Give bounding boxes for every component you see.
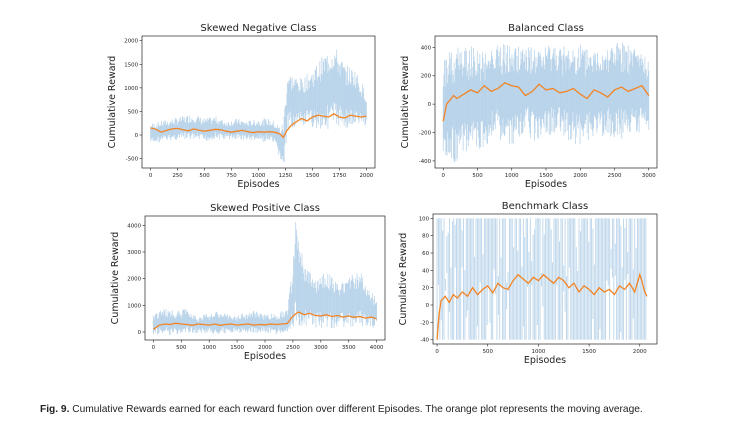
x-tick-label: 2000 bbox=[573, 173, 587, 179]
x-tick-label: 1500 bbox=[306, 173, 320, 179]
x-tick-label: 1000 bbox=[252, 173, 266, 179]
x-tick-label: 1500 bbox=[582, 349, 596, 355]
x-tick-label: 0 bbox=[152, 345, 156, 351]
chart-title: Balanced Class bbox=[508, 23, 584, 34]
x-tick-label: 1750 bbox=[333, 173, 347, 179]
y-tick-label: 20 bbox=[422, 286, 429, 292]
figure: 0 250 500 750 1000 1250 1500 1750 2000-500050010… bbox=[107, 23, 658, 366]
y-tick-label: 400 bbox=[421, 45, 432, 51]
x-tick-label: 2000 bbox=[633, 349, 647, 355]
moving-average-line bbox=[436, 272, 648, 340]
x-tick-label: 2500 bbox=[608, 173, 622, 179]
y-tick-label: 80 bbox=[422, 234, 429, 240]
y-axis-label: Cumulative Reward bbox=[110, 232, 121, 325]
y-tick-label: 2000 bbox=[127, 277, 141, 283]
y-tick-label: 0 bbox=[135, 133, 139, 139]
y-tick-label: 2000 bbox=[124, 39, 138, 45]
y-tick-label: -40 bbox=[420, 338, 429, 344]
y-tick-label: 60 bbox=[422, 251, 429, 257]
x-tick-label: 3000 bbox=[642, 173, 656, 179]
y-tick-label: 0 bbox=[426, 303, 430, 309]
y-tick-label: -20 bbox=[420, 320, 429, 326]
x-tick-label: 3000 bbox=[314, 345, 328, 351]
x-axis-label: Episodes bbox=[237, 179, 279, 190]
x-tick-label: 500 bbox=[483, 349, 494, 355]
chart-4: 0 500 1000 1500 2000 -40 -20 0 20 40 60 80 100 Benchm… bbox=[398, 201, 658, 366]
figure-caption: Fig. 9. Cumulative Rewards earned for ea… bbox=[40, 404, 740, 415]
y-tick-label: 200 bbox=[421, 74, 432, 80]
caption-text: Cumulative Rewards earned for each rewar… bbox=[72, 404, 643, 415]
raw-reward-series bbox=[150, 49, 367, 162]
x-tick-label: 0 bbox=[149, 173, 153, 179]
y-axis-label: Cumulative Reward bbox=[400, 56, 411, 149]
raw-reward-series bbox=[442, 42, 650, 163]
y-tick-label: 0 bbox=[138, 330, 142, 336]
y-tick-label: 0 bbox=[428, 102, 432, 108]
x-axis-label: Episodes bbox=[525, 179, 567, 190]
x-axis-label: Episodes bbox=[244, 351, 286, 362]
y-tick-label: 1000 bbox=[127, 303, 141, 309]
caption-label: Fig. 9. bbox=[40, 404, 70, 415]
y-tick-label: 100 bbox=[419, 216, 430, 222]
y-tick-label: -400 bbox=[419, 159, 432, 165]
y-tick-label: 500 bbox=[128, 109, 139, 115]
raw-reward-series bbox=[152, 221, 378, 336]
x-tick-label: 1000 bbox=[505, 173, 519, 179]
y-tick-label: 1500 bbox=[124, 62, 138, 68]
x-tick-label: 500 bbox=[199, 173, 210, 179]
y-tick-label: -200 bbox=[419, 131, 432, 137]
moving-average-line bbox=[150, 113, 367, 139]
chart-title: Skewed Negative Class bbox=[200, 23, 316, 34]
x-tick-label: 0 bbox=[435, 349, 439, 355]
x-tick-label: 4000 bbox=[370, 345, 384, 351]
x-tick-label: 1000 bbox=[202, 345, 216, 351]
y-axis-label: Cumulative Reward bbox=[107, 56, 118, 149]
y-tick-label: -500 bbox=[126, 157, 139, 163]
x-tick-label: 250 bbox=[172, 173, 183, 179]
x-tick-label: 1500 bbox=[539, 173, 553, 179]
x-axis-label: Episodes bbox=[524, 355, 566, 366]
x-tick-label: 2000 bbox=[258, 345, 272, 351]
x-tick-label: 2000 bbox=[360, 173, 374, 179]
y-tick-label: 4000 bbox=[127, 223, 141, 229]
y-tick-label: 1000 bbox=[124, 86, 138, 92]
x-tick-label: 1250 bbox=[279, 173, 293, 179]
x-tick-label: 0 bbox=[442, 173, 446, 179]
raw-reward-series bbox=[436, 218, 647, 340]
chart-1: 0 250 500 750 1000 1250 1500 1750 2000 -500 0 500 10… bbox=[107, 23, 376, 190]
y-tick-label: 3000 bbox=[127, 250, 141, 256]
x-tick-label: 2500 bbox=[286, 345, 300, 351]
chart-2: 0 500 1000 1500 2000 2500 3000 -400 -200 0 200 400 B… bbox=[400, 23, 658, 190]
moving-average-line bbox=[153, 311, 377, 330]
x-tick-label: 1500 bbox=[230, 345, 244, 351]
chart-3: 0 500 1000 1500 2000 2500 3000 3500 4000 0 1000 200… bbox=[110, 203, 386, 362]
chart-title: Skewed Positive Class bbox=[210, 203, 320, 214]
x-tick-label: 1000 bbox=[532, 349, 546, 355]
x-tick-label: 3500 bbox=[342, 345, 356, 351]
y-tick-label: 40 bbox=[422, 268, 429, 274]
x-tick-label: 500 bbox=[472, 173, 483, 179]
plot-frame bbox=[432, 213, 658, 345]
x-tick-label: 500 bbox=[176, 345, 187, 351]
moving-average-line bbox=[442, 82, 650, 122]
chart-title: Benchmark Class bbox=[502, 201, 588, 212]
y-axis-label: Cumulative Reward bbox=[398, 233, 409, 326]
x-tick-label: 750 bbox=[226, 173, 237, 179]
